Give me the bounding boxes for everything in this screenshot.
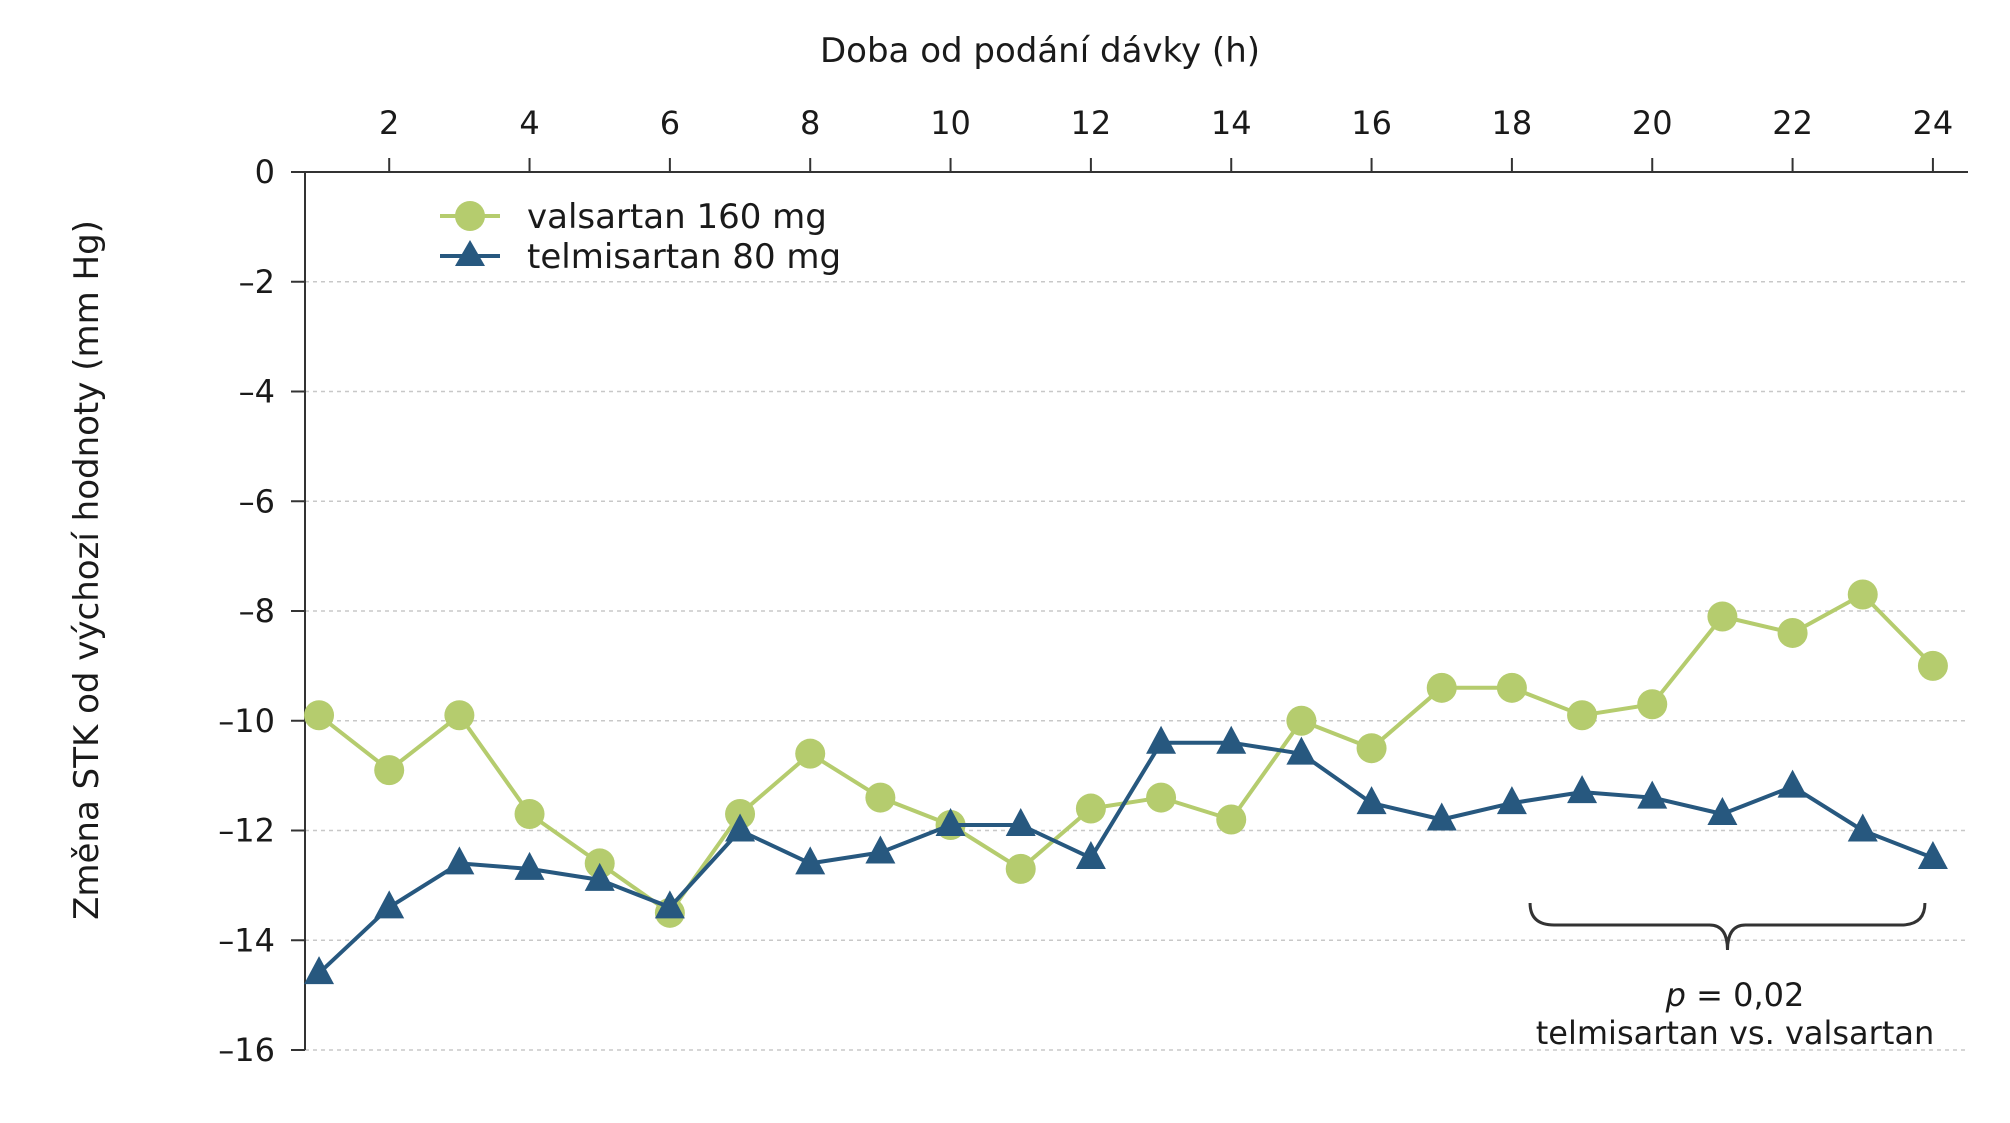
data-point-1 [865,835,896,864]
x-tick-label: 10 [930,104,971,142]
y-tick-label: –6 [239,482,275,520]
data-point-0 [1216,804,1247,835]
data-point-0 [514,799,545,830]
data-point-1 [1917,840,1948,869]
data-point-1 [1075,840,1106,869]
data-point-1 [654,890,685,919]
y-axis-title: Změna STK od výchozí hodnoty (mm Hg) [67,220,107,920]
data-point-0 [795,738,826,769]
x-axis-title: Doba od podání dávky (h) [820,31,1260,71]
data-point-0 [1005,853,1036,884]
data-point-1 [304,956,335,985]
legend: valsartan 160 mg telmisartan 80 mg [440,197,841,277]
data-point-0 [1146,782,1177,813]
axes: 2 4 6 8 10 12 14 16 18 20 22 240–2–4–6–8–10–12–14–1… [218,104,1968,1069]
data-point-1 [1356,786,1387,815]
data-point-0 [1075,793,1106,824]
y-tick-label: –14 [218,921,275,959]
x-tick-label: 14 [1211,104,1252,142]
series-line-0 [317,592,1935,915]
x-tick-label: 12 [1071,104,1112,142]
data-point-1 [1426,802,1457,831]
legend-marker-valsartan [455,201,485,231]
p-value: = 0,02 [1686,976,1804,1014]
data-point-1 [1146,725,1177,754]
data-point-0 [1707,601,1738,632]
data-point-1 [1637,780,1668,809]
legend-marker-telmisartan [455,240,485,266]
x-tick-label: 18 [1492,104,1533,142]
data-point-0 [1496,672,1527,703]
x-tick-label: 4 [519,104,539,142]
data-point-1 [935,808,966,837]
data-point-1 [1847,813,1878,842]
data-point-0 [1847,579,1878,610]
data-point-1 [584,862,615,891]
data-point-0 [1356,733,1387,764]
data-point-1 [444,846,475,875]
p-value-text: p = 0,02 [1665,976,1805,1014]
x-tick-label: 6 [660,104,680,142]
data-point-0 [865,782,896,813]
x-tick-label: 20 [1632,104,1673,142]
data-point-1 [795,846,826,875]
y-tick-label: –12 [218,812,275,850]
data-point-1 [1496,786,1527,815]
data-point-1 [725,813,756,842]
y-tick-label: –8 [239,592,275,630]
series-line-1 [317,740,1934,975]
y-tick-label: –16 [218,1031,275,1069]
grid-lines [305,281,1968,1051]
data-point-1 [1567,775,1598,804]
data-point-0 [1567,700,1598,731]
data-series [304,579,1948,985]
y-tick-label: 0 [255,153,275,191]
data-point-1 [514,851,545,880]
data-point-0 [1777,617,1808,648]
data-point-1 [1777,769,1808,798]
x-tick-label: 24 [1913,104,1954,142]
x-tick-label: 16 [1351,104,1392,142]
data-point-1 [1005,808,1036,837]
data-point-0 [1917,650,1948,681]
data-point-0 [1426,672,1457,703]
data-point-1 [1707,797,1738,826]
x-tick-label: 2 [379,104,399,142]
brace [1528,902,1927,951]
data-point-0 [374,755,405,786]
y-tick-label: –4 [239,373,275,411]
p-symbol: p [1665,976,1686,1014]
data-point-1 [374,890,405,919]
data-point-0 [304,700,335,731]
x-tick-label: 22 [1772,104,1813,142]
data-point-0 [444,700,475,731]
y-tick-label: –2 [239,263,275,301]
data-point-0 [1637,689,1668,720]
legend-label-telmisartan: telmisartan 80 mg [527,237,841,277]
data-point-1 [1286,736,1317,765]
y-tick-label: –10 [218,702,275,740]
legend-label-valsartan: valsartan 160 mg [527,197,827,237]
significance-annotation: p = 0,02 telmisartan vs. valsartan [1528,902,1935,1052]
data-point-1 [1216,725,1247,754]
x-tick-label: 8 [800,104,820,142]
data-point-0 [1286,705,1317,736]
comparison-text: telmisartan vs. valsartan [1536,1014,1935,1052]
